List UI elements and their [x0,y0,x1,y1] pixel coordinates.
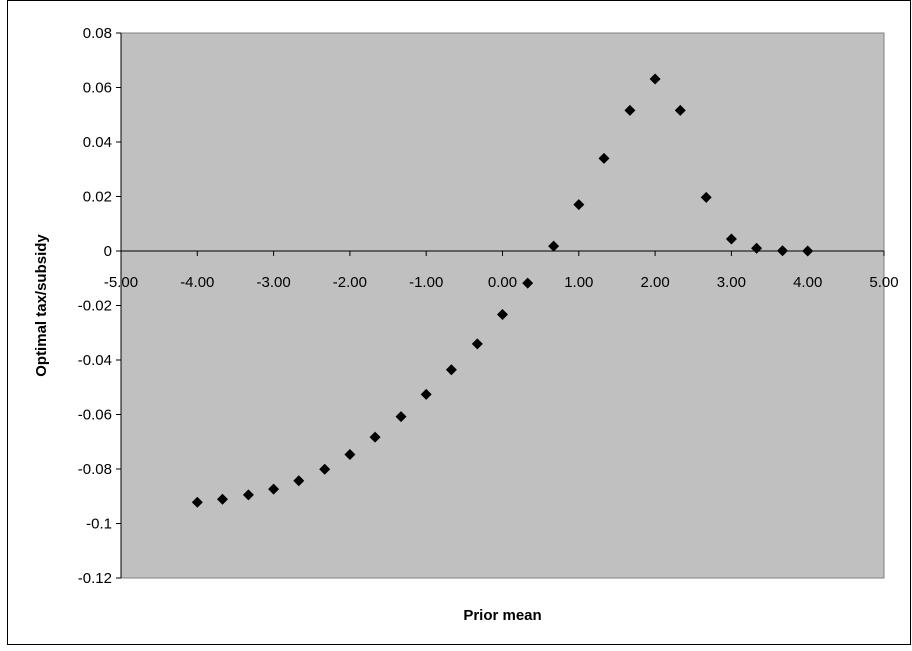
y-tick-label: 0.04 [83,134,112,151]
x-tick-label: 3.00 [717,274,746,291]
data-point [268,483,280,495]
data-point [242,489,254,501]
x-tick-label: 1.00 [564,274,593,291]
plot-area [120,32,885,579]
x-tick-label: -4.00 [180,274,214,291]
y-tick-label: -0.06 [78,407,112,424]
y-tick-label: 0.02 [83,189,112,206]
data-point [522,277,534,289]
y-tick-label: 0 [104,243,112,260]
data-point [751,242,763,254]
data-point [319,463,331,475]
y-tick-label: -0.1 [86,516,112,533]
x-tick-label: -2.00 [333,274,367,291]
data-point [777,245,789,257]
data-point [624,104,636,116]
x-tick-label: -3.00 [256,274,290,291]
y-tick-label: -0.12 [78,570,112,587]
data-point [700,191,712,203]
data-point [445,364,457,376]
x-tick-label: 2.00 [640,274,669,291]
data-point [674,104,686,116]
data-point [548,240,560,252]
y-tick-label: -0.04 [78,352,112,369]
x-tick-label: 0.00 [488,274,517,291]
data-point [191,496,203,508]
data-point [420,388,432,400]
x-tick-label: -1.00 [409,274,443,291]
data-point [725,233,737,245]
data-point [573,199,585,211]
data-point [395,411,407,423]
data-point [598,152,610,164]
y-tick-label: -0.02 [78,298,112,315]
y-axis-title: Optimal tax/subsidy [33,234,50,377]
data-point [471,338,483,350]
x-axis-title: Prior mean [463,607,541,624]
data-point [216,493,228,505]
data-point [649,73,661,85]
y-tick-label: 0.08 [83,25,112,42]
x-tick-label: 5.00 [869,274,898,291]
data-point [293,475,305,487]
data-point [497,308,508,320]
data-point [344,449,356,461]
y-tick-label: -0.08 [78,461,112,478]
y-axis: 0.08 0.06 0.04 0.02 0 -0.02 -0.04 -0.06 -0.08 -0.… [78,25,122,587]
x-tick-label: 4.00 [793,274,822,291]
x-axis: -5.00 -4.00 -3.00 -2.00 -1.00 0.00 1.00 2.00 3.0… [104,250,899,291]
data-point [802,245,814,257]
x-tick-label: -5.00 [104,274,138,291]
data-series [191,73,814,508]
y-tick-label: 0.06 [83,80,112,97]
data-point [369,431,381,443]
